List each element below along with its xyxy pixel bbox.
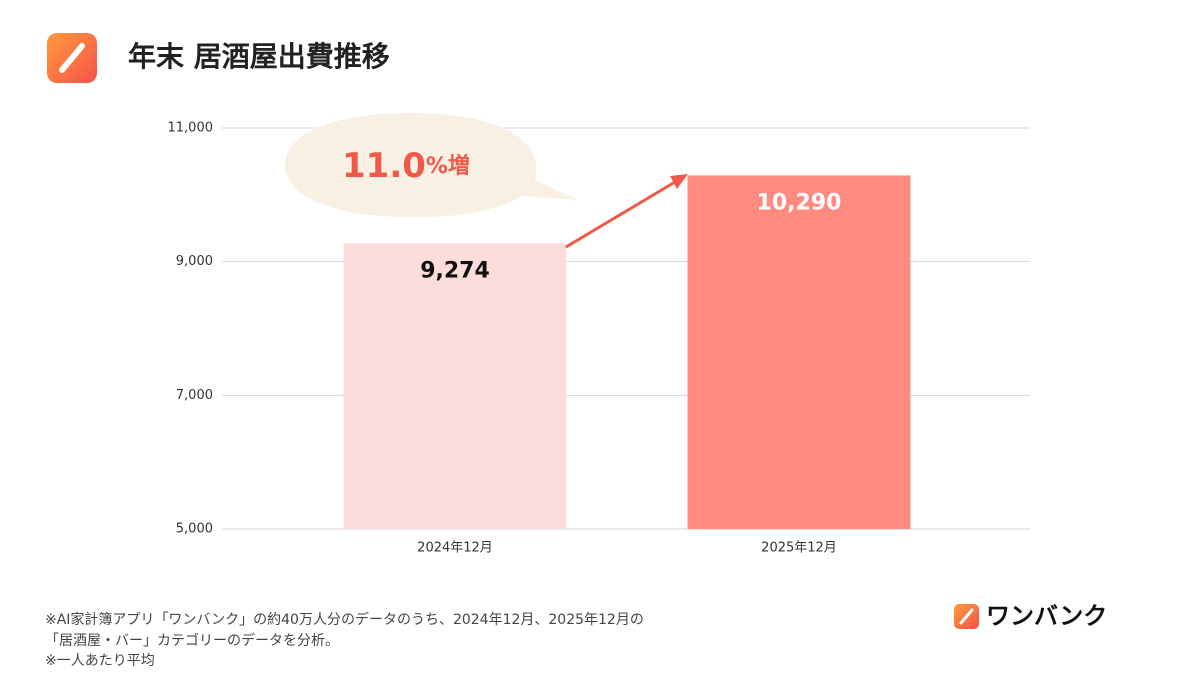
y-tick-label: 9,000 bbox=[176, 254, 213, 269]
brand-name: ワンバンク bbox=[986, 602, 1107, 630]
arrow bbox=[565, 180, 676, 249]
app-icon-pencil bbox=[59, 43, 85, 73]
value-label: 10,290 bbox=[757, 190, 842, 215]
footnote: ※AI家計簿アプリ「ワンバンク」の約40万人分のデータのうち、2024年12月、… bbox=[45, 611, 644, 628]
bar bbox=[687, 175, 911, 529]
bar bbox=[343, 243, 567, 529]
x-tick-label: 2024年12月 bbox=[417, 541, 493, 556]
brand-icon-pencil bbox=[959, 608, 974, 625]
y-tick-label: 11,000 bbox=[168, 121, 214, 136]
footnote: 「居酒屋・バー」カテゴリーのデータを分析。 bbox=[45, 632, 339, 649]
speech-bubble bbox=[285, 113, 578, 218]
value-label: 9,274 bbox=[420, 258, 490, 283]
annotation: 11.0%増 bbox=[342, 146, 470, 186]
y-tick-label: 7,000 bbox=[176, 388, 213, 403]
arrow-head bbox=[670, 174, 688, 189]
footnote: ※一人あたり平均 bbox=[45, 653, 155, 669]
x-tick-label: 2025年12月 bbox=[761, 541, 837, 556]
chart-title: 年末 居酒屋出費推移 bbox=[128, 40, 390, 73]
y-tick-label: 5,000 bbox=[176, 522, 213, 537]
